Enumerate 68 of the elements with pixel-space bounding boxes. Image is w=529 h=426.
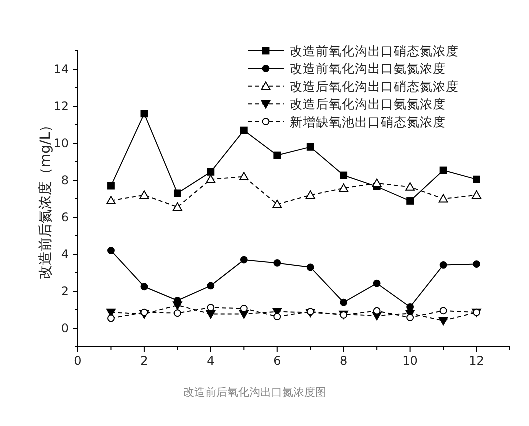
y-tick-label: 8 [61,174,69,188]
x-tick-label: 8 [340,354,348,368]
legend-label: 新增缺氧池出口硝态氮浓度 [290,114,446,130]
point [339,184,349,192]
y-axis-title: 改造前后氮浓度（mg/L） [38,118,54,280]
y-tick-label: 14 [54,62,69,76]
point [306,264,314,272]
point [140,190,150,199]
legend-label: 改造前氧化沟出口氨氮浓度 [290,61,446,76]
point [207,168,215,176]
point [373,280,381,288]
point [274,313,282,321]
x-tick-label: 4 [207,354,215,368]
point [440,262,448,269]
point [272,200,282,208]
point [473,260,480,268]
point [108,182,115,190]
y-tick-label: 10 [54,136,69,150]
point [438,194,448,203]
y-tick-label: 12 [54,100,69,114]
point [172,202,182,212]
point [274,259,282,267]
point [438,317,448,326]
point [472,190,482,199]
point [406,314,414,322]
point [172,302,182,310]
point [206,310,216,319]
point [106,196,116,205]
x-tick-label: 0 [74,354,82,368]
point [240,256,248,264]
point [108,247,115,254]
point [240,126,248,134]
point [140,308,148,316]
point [340,172,348,180]
point [240,305,248,312]
point [108,314,115,322]
point [306,190,316,199]
point [406,304,414,311]
point [207,282,215,290]
legend-label: 改造后氧化沟出口氨氮浓度 [290,96,446,112]
point [174,310,182,318]
x-tick-label: 10 [402,354,418,368]
point [239,172,249,180]
x-tick-label: 12 [469,354,484,368]
y-tick-label: 6 [61,210,69,224]
point [207,304,215,312]
point [440,307,448,315]
y-tick-label: 2 [61,284,69,298]
legend-label: 改造前氧化沟出口硝态氮浓度 [290,44,459,58]
point [140,283,148,291]
x-tick-label: 2 [140,354,148,368]
x-tick-label: 6 [274,354,282,368]
y-tick-label: 0 [61,322,69,336]
point [140,110,148,118]
point [306,144,314,151]
legend-label: 改造后氧化沟出口硝态氮浓度 [290,78,459,94]
point [274,152,282,160]
text: 改造前后氧化沟出口氮浓度图 [184,386,326,399]
point [340,298,348,306]
point [372,178,382,188]
point [174,190,182,198]
point [440,166,448,174]
point [473,176,480,184]
point [406,198,414,205]
point [373,307,381,315]
y-tick-label: 4 [61,248,69,262]
point [206,174,216,184]
point [406,182,416,191]
